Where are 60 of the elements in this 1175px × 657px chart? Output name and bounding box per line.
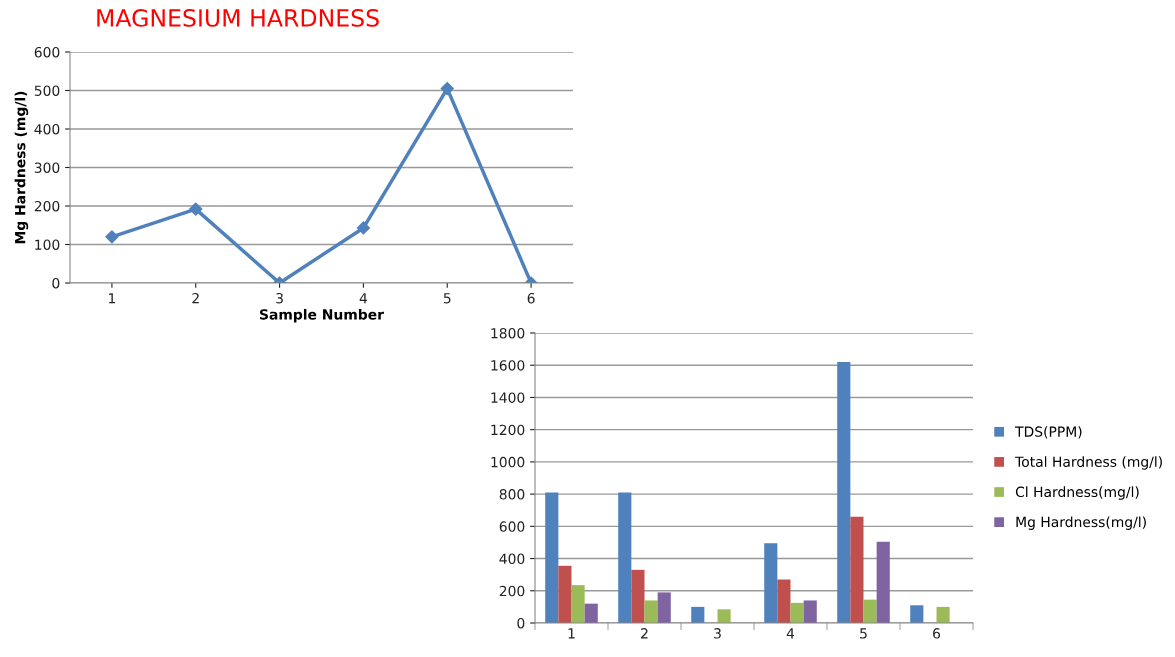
bar <box>910 605 924 623</box>
bar <box>936 606 950 623</box>
bar <box>876 541 890 623</box>
x-tick-label: 6 <box>933 628 941 639</box>
bar <box>803 600 817 623</box>
point <box>105 230 119 244</box>
bar <box>691 606 705 623</box>
y-tick-label: 600 <box>34 46 60 58</box>
bar <box>777 579 791 623</box>
x-tick-label: 3 <box>714 628 721 639</box>
bar <box>764 543 778 623</box>
y-tick-label: 1800 <box>491 327 525 339</box>
point <box>356 221 371 235</box>
point <box>440 81 454 96</box>
x-tick-label: 3 <box>276 292 283 304</box>
y-tick-label: 100 <box>35 239 60 250</box>
y-tick-label: 300 <box>34 162 60 173</box>
y-tick-label: 1200 <box>491 424 525 436</box>
bar <box>558 565 572 623</box>
y-tick-label: 800 <box>499 489 525 500</box>
x-tick-label: 5 <box>860 628 867 639</box>
legend-label: TDS(PPM) <box>1015 426 1082 439</box>
x-tick-label: 4 <box>359 293 368 304</box>
y-tick-label: 1600 <box>491 360 525 371</box>
bar <box>790 602 804 623</box>
bar <box>863 599 877 623</box>
x-tick-label: 1 <box>568 628 575 639</box>
legend-label: Mg Hardness(mg/l) <box>1016 516 1146 530</box>
x-tick-label: 1 <box>109 293 116 304</box>
bar <box>837 362 851 623</box>
bar <box>657 592 671 623</box>
legend-label: Cl Hardness(mg/l) <box>1015 486 1139 500</box>
y-tick-label: 0 <box>517 617 525 629</box>
bar <box>850 516 864 623</box>
x-tick-label: 2 <box>192 292 199 304</box>
y-tick-label: 400 <box>34 123 60 135</box>
bar <box>644 600 658 623</box>
bar <box>717 609 731 623</box>
y-axis-title: Mg Hardness (mg/l) <box>14 91 29 244</box>
bar <box>545 492 559 623</box>
x-tick-label: 5 <box>443 293 451 304</box>
x-tick-label: 2 <box>641 628 648 639</box>
y-tick-label: 400 <box>499 553 525 565</box>
y-tick-label: 500 <box>34 85 60 96</box>
chart-title: MAGNESIUM HARDNESS <box>97 8 379 27</box>
x-tick-label: 6 <box>527 292 535 304</box>
y-tick-label: 600 <box>499 521 525 532</box>
y-tick-label: 1400 <box>491 392 525 403</box>
x-axis-title: Sample Number <box>260 308 384 323</box>
y-tick-label: 200 <box>499 585 525 597</box>
point <box>189 202 203 216</box>
legend-label: Total Hardness (mg/l) <box>1015 456 1162 470</box>
bar <box>571 585 585 623</box>
y-tick-label: 0 <box>52 277 60 289</box>
x-tick-label: 4 <box>786 628 795 639</box>
bar <box>584 603 598 623</box>
bar <box>631 569 645 623</box>
y-tick-label: 1000 <box>491 456 525 468</box>
y-tick-label: 200 <box>34 200 60 212</box>
bar <box>618 492 632 623</box>
